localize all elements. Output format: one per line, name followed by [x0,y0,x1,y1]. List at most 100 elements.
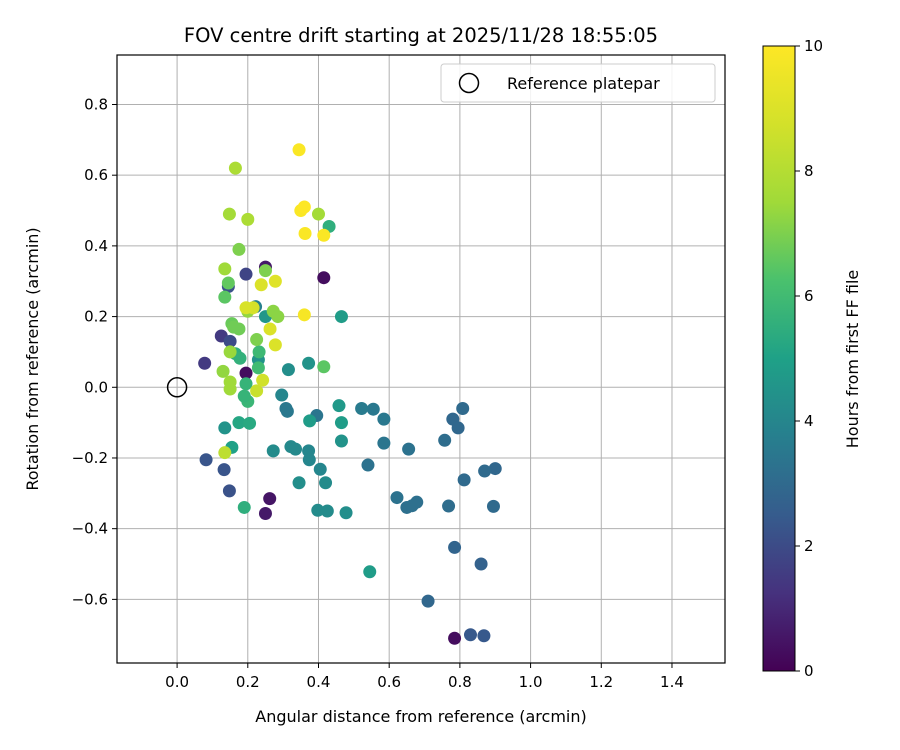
colorbar-ticks: 0 2 4 6 8 10 [795,37,823,680]
scatter-point [332,399,346,413]
colorbar: 0 2 4 6 8 10 Hours from first FF file [762,37,862,680]
y-axis-ticks: 0.8 0.6 0.4 0.2 0.0 −0.2 −0.4 −0.6 [72,95,117,608]
scatter-point [410,495,424,509]
scatter-point [334,416,348,430]
colorbar-tick-label: 4 [804,412,814,430]
scatter-point [199,453,213,467]
y-tick-label: 0.0 [84,378,108,396]
scatter-point [222,207,236,221]
scatter-point [268,338,282,352]
scatter-point [317,228,331,242]
scatter-point [377,412,391,426]
scatter-point [223,345,237,359]
scatter-point [303,414,317,428]
scatter-point [377,436,391,450]
colorbar-tick-label: 6 [804,287,814,305]
scatter-point [317,360,331,374]
data-points [198,143,502,645]
scatter-point [339,506,353,520]
scatter-point [313,462,327,476]
scatter-point [239,377,253,391]
scatter-point [292,476,306,490]
scatter-point [355,401,369,415]
scatter-point [275,388,289,402]
scatter-point [311,503,325,517]
scatter-point [474,557,488,571]
x-tick-label: 0.4 [307,673,331,691]
y-tick-label: −0.2 [72,449,108,467]
scatter-point [486,499,500,513]
scatter-point [232,242,246,256]
scatter-point [198,356,212,370]
scatter-point [457,473,471,487]
x-tick-label: 1.0 [519,673,543,691]
scatter-point [218,446,232,460]
scatter-point [363,565,377,579]
scatter-point [223,334,237,348]
scatter-point [281,363,295,377]
scatter-point [218,421,232,435]
scatter-point [218,262,232,276]
colorbar-tick-label: 10 [804,37,823,55]
scatter-point [448,540,462,554]
y-axis-label: Rotation from reference (arcmin) [23,227,42,490]
scatter-point [258,264,272,278]
scatter-point [361,458,375,472]
scatter-point [317,271,331,285]
colorbar-tick-label: 0 [804,662,814,680]
scatter-point [227,320,241,334]
scatter-point [252,345,266,359]
colorbar-tick-label: 8 [804,162,814,180]
scatter-point [268,274,282,288]
scatter-point [218,290,232,304]
y-tick-label: 0.4 [84,237,108,255]
scatter-point [478,464,492,478]
colorbar-label: Hours from first FF file [843,270,862,449]
x-tick-label: 0.8 [448,673,472,691]
scatter-point [463,628,477,642]
scatter-point [298,227,312,241]
x-tick-label: 0.2 [236,673,260,691]
scatter-point [228,161,242,175]
y-tick-label: 0.6 [84,166,108,184]
scatter-point [456,401,470,415]
x-tick-label: 1.2 [589,673,613,691]
scatter-point [421,594,435,608]
scatter-point [390,491,404,505]
x-tick-label: 0.0 [165,673,189,691]
scatter-point [251,361,265,375]
y-tick-label: −0.4 [72,520,108,538]
scatter-point [250,333,264,347]
plot-frame [116,54,726,664]
scatter-point [254,278,268,292]
legend-box [440,63,716,103]
scatter-point [334,434,348,448]
scatter-point [243,416,257,430]
y-tick-label: −0.6 [72,590,108,608]
reference-point [166,377,188,398]
colorbar-gradient [762,45,796,672]
scatter-point [311,207,325,221]
scatter-point [239,267,253,281]
scatter-point [448,631,462,645]
scatter-point [258,506,272,520]
scatter-point [320,504,334,518]
scatter-point [233,351,247,365]
scatter-point [477,629,491,643]
x-tick-label: 1.4 [660,673,684,691]
scatter-point [280,404,294,418]
scatter-point [266,444,280,458]
scatter-point [263,492,277,506]
scatter-point [366,402,380,416]
x-axis-label: Angular distance from reference (arcmin) [255,707,586,726]
scatter-point [237,389,251,403]
scatter-point [438,433,452,447]
scatter-point [250,384,264,398]
scatter-point [319,476,333,490]
legend: Reference platepar [440,63,716,103]
legend-entry-label: Reference platepar [507,74,660,93]
scatter-point [232,416,246,430]
legend-marker [458,72,480,94]
scatter-point [292,143,306,157]
